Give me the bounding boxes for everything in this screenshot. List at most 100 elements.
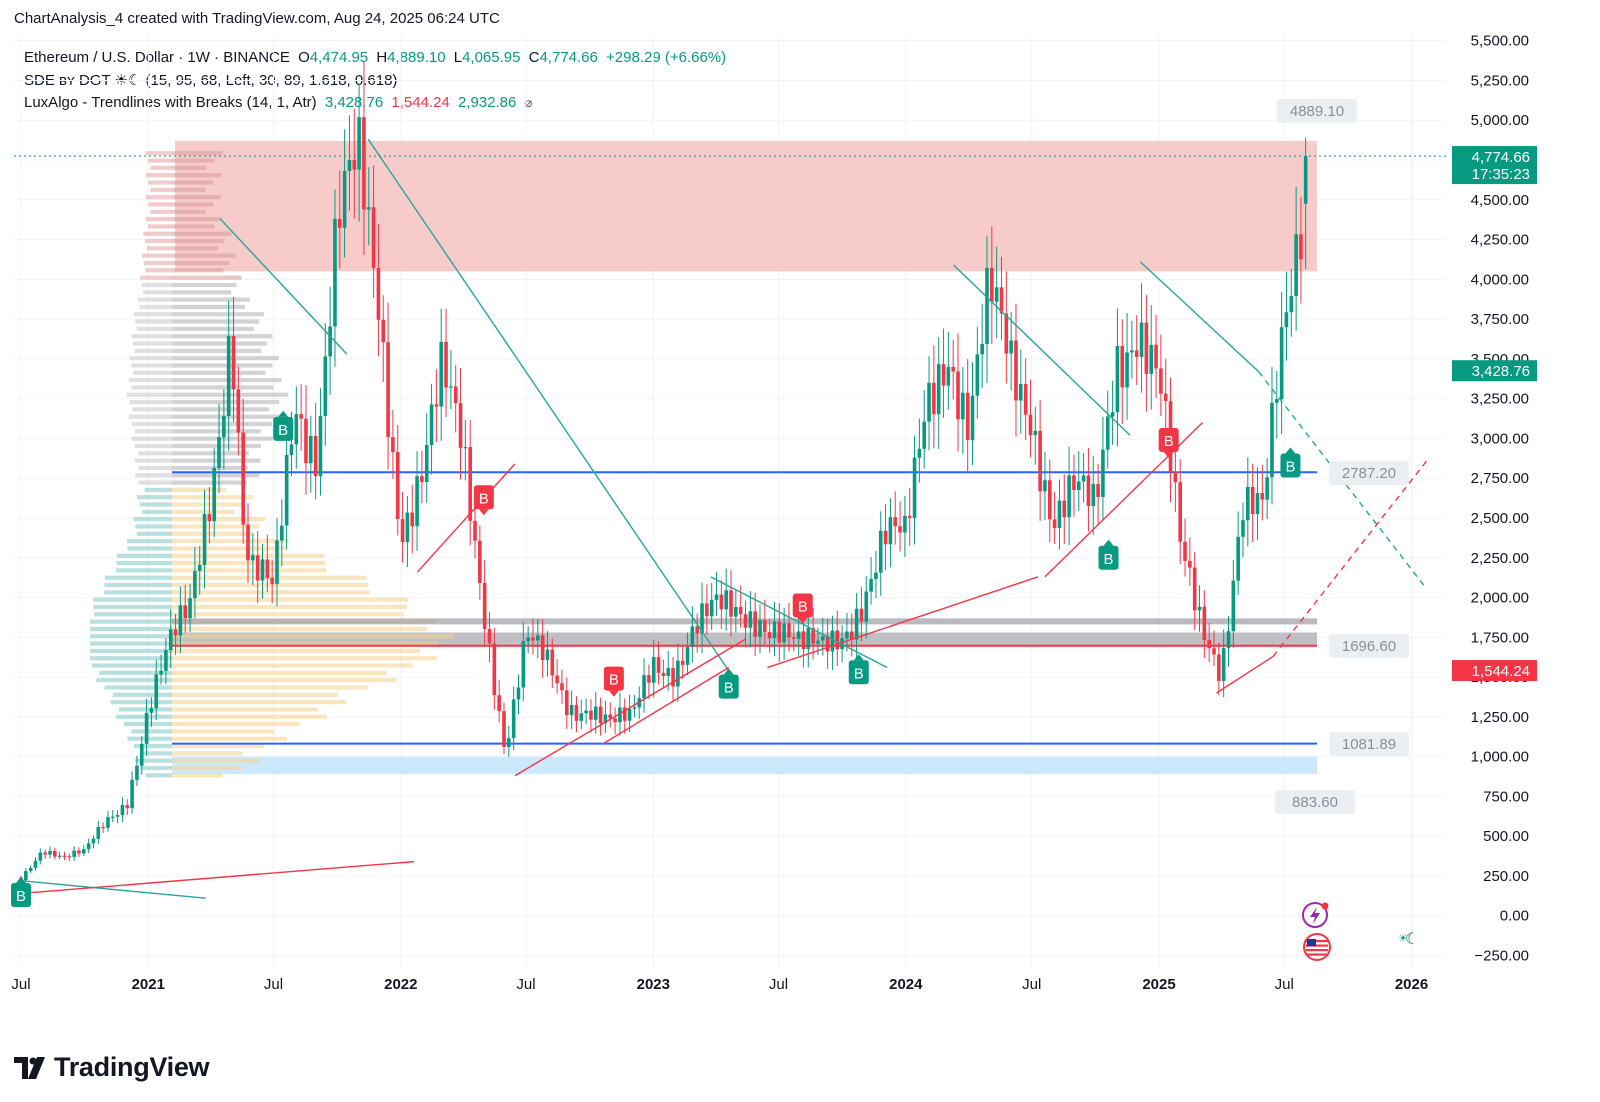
indicator-luxalgo-row[interactable]: LuxAlgo - Trendlines with Breaks (14, 1,… — [24, 92, 730, 115]
hidden-indicator-icon[interactable]: ⌀ — [524, 95, 533, 110]
candle-body — [1110, 412, 1115, 417]
candle-body — [53, 851, 57, 857]
trendline-up — [767, 576, 1039, 669]
bullish-break-signal: B — [1280, 447, 1301, 478]
volume-profile-bar — [145, 217, 172, 222]
candle-body — [91, 838, 96, 844]
x-tick-label: 2025 — [1142, 976, 1175, 993]
y-tick-label: 250.00 — [1483, 868, 1529, 885]
candle-body — [222, 416, 226, 438]
signal-pointer — [278, 410, 289, 417]
candle-body — [449, 386, 453, 388]
candle-body — [994, 287, 999, 302]
candle-body — [748, 611, 753, 628]
candle-body — [168, 629, 173, 651]
volume-profile-bar — [172, 348, 262, 353]
y-tick-label: 2,000.00 — [1471, 590, 1529, 607]
volume-profile-bar — [103, 590, 172, 595]
volume-profile-bar — [172, 773, 223, 778]
candle-body — [342, 170, 347, 228]
candle-body — [299, 414, 303, 419]
candle-body — [531, 637, 535, 641]
candle-body — [898, 526, 902, 533]
candle-body — [1009, 340, 1013, 354]
close-value: 4,774.66 — [539, 49, 598, 66]
volume-profile-bar — [134, 429, 172, 434]
candle-body — [284, 454, 289, 526]
candle-body — [415, 476, 419, 527]
volume-profile-bar — [148, 180, 172, 185]
y-tick-label: 1,000.00 — [1471, 749, 1529, 766]
indicator-luxalgo-label[interactable]: LuxAlgo - Trendlines with Breaks (14, 1,… — [24, 94, 317, 111]
candle-body — [859, 608, 864, 622]
candle-body — [309, 436, 313, 464]
candle-body — [917, 448, 922, 458]
candle-body — [1255, 493, 1260, 515]
volume-profile-bar — [133, 743, 172, 749]
candle-body — [1212, 648, 1216, 655]
candle-body — [907, 515, 912, 519]
candle-body — [598, 706, 603, 724]
candle-body — [1134, 350, 1139, 357]
y-tick-label: 2,750.00 — [1471, 470, 1529, 487]
candle-body — [231, 336, 236, 390]
candle-body — [72, 850, 76, 857]
volume-profile-bar — [172, 692, 339, 697]
volume-profile-bar — [172, 341, 268, 346]
candle-body — [511, 699, 516, 739]
y-tick-label: 4,500.00 — [1471, 192, 1529, 209]
volume-profile-bar — [172, 765, 241, 771]
candle-body — [265, 559, 270, 578]
signal-label: B — [479, 490, 489, 507]
candle-body — [1226, 631, 1231, 649]
volume-profile-bar — [134, 458, 172, 463]
candle-body — [888, 517, 893, 545]
price-axis-label-bg — [1452, 660, 1537, 682]
candle-body — [1279, 327, 1284, 400]
trendline-up — [20, 860, 414, 895]
indicator-luxalgo-value-2: 1,544.24 — [391, 94, 450, 111]
candle-body — [1144, 322, 1149, 374]
symbol-row[interactable]: Ethereum / U.S. Dollar · 1W · BINANCE O4… — [24, 47, 730, 70]
trendline-down — [1139, 261, 1260, 373]
candle-body — [420, 476, 424, 483]
y-tick-label: 750.00 — [1483, 788, 1529, 805]
volume-profile-bar — [135, 524, 172, 529]
trendline-down — [219, 218, 348, 355]
candle-body — [763, 620, 767, 633]
volume-profile-bar — [140, 751, 172, 756]
candle-body — [236, 389, 241, 433]
symbol-title[interactable]: Ethereum / U.S. Dollar · 1W · BINANCE — [24, 49, 290, 66]
volume-profile-bar — [129, 399, 172, 405]
signal-pointer — [1103, 539, 1114, 546]
volume-profile-bar — [145, 268, 172, 273]
volume-profile-bar — [172, 326, 254, 331]
candle-body — [1014, 340, 1018, 401]
candle-body — [1062, 500, 1067, 518]
candle-body — [188, 598, 192, 619]
candle-body — [550, 649, 555, 676]
candle-body — [507, 738, 511, 747]
candle-body — [135, 765, 139, 780]
y-tick-label: 5,000.00 — [1471, 112, 1529, 129]
volume-profile-bar — [172, 743, 264, 749]
volume-profile-bar — [172, 297, 250, 302]
candle-body — [1072, 475, 1076, 491]
candle-body — [453, 386, 458, 404]
bullish-break-signal: B — [11, 877, 31, 908]
trendline-down — [710, 576, 888, 669]
x-tick-label: 2023 — [637, 976, 670, 993]
volume-profile-bar — [172, 539, 289, 544]
candle-body — [1091, 483, 1096, 506]
candle-body — [975, 354, 980, 396]
candle-body — [709, 599, 714, 617]
signal-badge — [792, 593, 813, 618]
volume-profile-bar — [104, 685, 172, 690]
y-tick-label: 4,250.00 — [1471, 232, 1529, 249]
candle-body — [569, 705, 574, 716]
last-candle-body — [1303, 156, 1308, 204]
level-label-bg — [1329, 461, 1409, 485]
volume-profile-bar — [135, 758, 172, 763]
trendline-down — [953, 264, 1131, 436]
